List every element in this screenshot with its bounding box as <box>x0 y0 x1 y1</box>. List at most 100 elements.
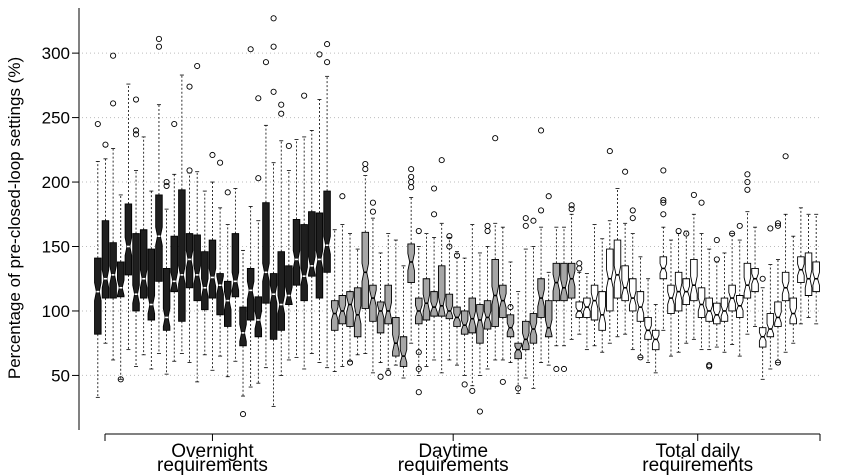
outlier-point <box>744 186 751 193</box>
box-body <box>804 252 813 296</box>
box-1-24 <box>269 15 278 407</box>
outlier-point <box>713 256 720 263</box>
box-1-7 <box>139 136 148 356</box>
box-body <box>697 287 706 318</box>
box-body <box>315 212 324 299</box>
outlier-point <box>369 208 376 215</box>
outlier-point <box>706 362 713 369</box>
box-body <box>812 261 820 293</box>
box-body <box>491 258 499 327</box>
outlier-point <box>759 275 766 282</box>
box-3-24 <box>751 226 759 327</box>
box-3-31 <box>804 213 813 318</box>
box-body <box>338 295 347 325</box>
box-3-13 <box>667 239 675 357</box>
outlier-point <box>324 59 331 66</box>
box-2-15 <box>437 157 446 374</box>
box-body <box>766 313 775 338</box>
box-body <box>201 251 209 311</box>
box-1-11 <box>170 120 178 362</box>
outlier-point <box>209 151 216 159</box>
plot-area <box>94 15 820 418</box>
box-body <box>369 284 377 322</box>
outlier-point <box>408 166 415 173</box>
outlier-point <box>385 369 392 376</box>
box-body <box>361 231 370 309</box>
box-3-20 <box>720 252 729 353</box>
box-body <box>720 297 729 322</box>
box-body <box>522 320 530 351</box>
outlier-point <box>767 225 774 232</box>
x-category-label: Overnight <box>171 441 254 462</box>
box-2-29 <box>544 193 553 366</box>
box-2-18 <box>460 257 469 388</box>
outlier-point <box>629 215 636 222</box>
box-body <box>445 293 454 320</box>
box-3-29 <box>789 235 797 344</box>
box-3-6 <box>613 188 622 338</box>
outlier-point <box>270 88 277 95</box>
box-2-1 <box>330 229 339 372</box>
outlier-point <box>239 411 247 418</box>
box-body <box>285 265 293 305</box>
box-body <box>483 300 492 330</box>
box-body <box>667 284 675 314</box>
outlier-point <box>408 178 415 186</box>
outlier-point <box>629 207 636 214</box>
outlier-point <box>553 365 560 373</box>
box-body <box>300 224 308 302</box>
box-body <box>262 202 270 304</box>
box-body <box>567 262 576 299</box>
box-body <box>705 297 713 322</box>
outlier-point <box>255 175 262 182</box>
outlier-point <box>415 365 422 373</box>
outlier-point <box>408 173 415 180</box>
outlier-point <box>515 385 522 392</box>
box-2-31 <box>560 226 568 373</box>
outlier-point <box>530 217 537 224</box>
outlier-point <box>453 252 461 259</box>
box-body <box>323 190 331 273</box>
outlier-point <box>774 222 782 229</box>
box-3-11 <box>651 304 660 374</box>
box-body <box>460 310 469 335</box>
outlier-point <box>163 178 170 186</box>
outlier-point <box>301 92 308 99</box>
box-1-27 <box>292 139 301 358</box>
outlier-point <box>255 95 262 102</box>
outlier-point <box>774 359 782 366</box>
outlier-point <box>744 178 751 186</box>
box-2-17 <box>453 251 461 366</box>
box-body <box>743 262 752 299</box>
box-1-1 <box>94 120 102 398</box>
box-2-28 <box>537 127 545 363</box>
box-1-3 <box>109 52 117 361</box>
outlier-point <box>415 227 422 235</box>
box-body <box>598 291 606 331</box>
box-3-25 <box>758 275 767 380</box>
box-body <box>399 336 408 367</box>
box-1-13 <box>185 83 194 363</box>
outlier-point <box>377 373 384 380</box>
box-3-19 <box>713 237 721 348</box>
outlier-point <box>690 191 697 198</box>
box-3-27 <box>774 220 782 366</box>
box-body <box>178 189 186 322</box>
box-body <box>476 304 484 344</box>
box-body <box>208 239 217 299</box>
box-body <box>376 301 385 334</box>
box-2-22 <box>491 135 499 361</box>
box-3-8 <box>629 207 637 351</box>
outlier-point <box>339 193 346 200</box>
box-body <box>170 235 178 293</box>
box-3-21 <box>728 230 736 345</box>
y-axis-label: Percentage of pre-closed-loop settings (… <box>5 57 24 379</box>
box-body <box>109 242 117 299</box>
box-body <box>629 278 637 312</box>
outlier-point <box>492 135 499 142</box>
outlier-point <box>186 167 193 174</box>
outlier-point <box>476 408 483 415</box>
outlier-point <box>102 141 109 148</box>
outlier-point <box>171 120 178 128</box>
